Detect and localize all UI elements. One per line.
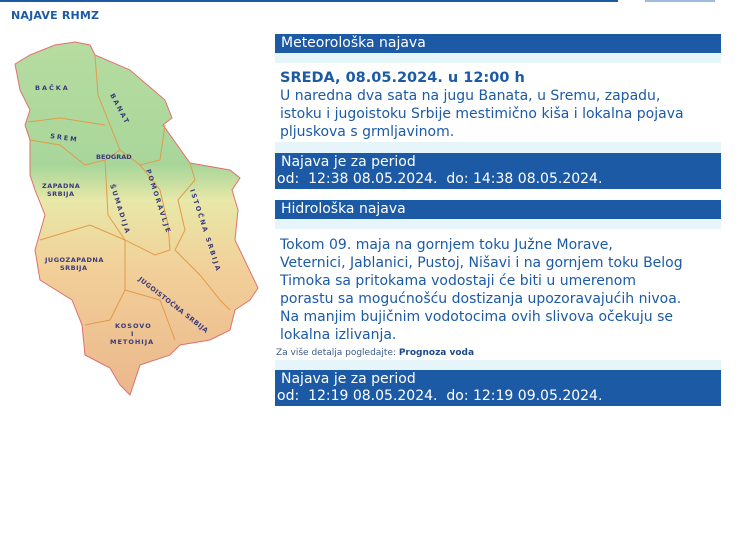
region-metohija[interactable]: METOHIJA <box>110 338 154 346</box>
top-right-element <box>645 0 715 2</box>
region-borders <box>27 54 231 341</box>
meteo-date: SREDA, 08.05.2024. u 12:00 h <box>280 70 525 86</box>
divider-strip <box>275 219 721 229</box>
map-outline <box>14 41 259 396</box>
meteo-line: U naredna dva sata na jugu Banata, u Sre… <box>280 88 661 104</box>
hydro-line: Na manjim bujičnim vodotocima ovih slivo… <box>280 309 674 325</box>
meteo-line: pljuskova s grmljavinom. <box>280 124 455 140</box>
prognoza-voda-link[interactable]: Prognoza voda <box>398 348 475 358</box>
region-jugozapadna-srbija-1[interactable]: JUGOZAPADNA <box>44 256 104 264</box>
hydro-line: Timoka sa pritokama vodostaji će biti u … <box>280 273 636 289</box>
meteo-text: U naredna dva sata na jugu Banata, u Sre… <box>275 87 721 141</box>
hydro-line: lokalna izlivanja. <box>280 327 397 343</box>
hydro-line: porastu sa mogućnošću dostizanja upozora… <box>280 291 682 307</box>
region-kosovo[interactable]: KOSOVO <box>115 322 152 330</box>
top-rule <box>0 0 618 2</box>
hydro-section: Hidrološka najava Tokom 09. maja na gorn… <box>275 200 721 406</box>
more-details-label: Za više detalja pogledajte: <box>276 348 396 358</box>
meteo-header: Meteorološka najava <box>275 34 721 53</box>
hydro-period: Najava je za period od: 12:19 08.05.2024… <box>275 370 721 406</box>
more-details: Za više detalja pogledajte: Prognoza vod… <box>275 347 721 359</box>
period-range: od: 12:19 08.05.2024. do: 12:19 09.05.20… <box>277 388 603 404</box>
divider-strip <box>275 142 721 153</box>
hydro-header: Hidrološka najava <box>275 200 721 219</box>
hydro-line: Veternici, Jablanici, Pustoj, Nišavi i n… <box>280 255 683 271</box>
region-backa[interactable]: BAČKA <box>35 83 70 92</box>
hydro-text: Tokom 09. maja na gornjem toku Južne Mor… <box>275 236 721 344</box>
region-zapadna-srbija-2[interactable]: SRBIJA <box>47 190 75 198</box>
meteo-line: istoku i jugoistoku Srbije mestimično ki… <box>280 106 684 122</box>
divider-strip <box>275 360 721 370</box>
page-title: NAJAVE RHMZ <box>11 9 100 22</box>
hydro-line: Tokom 09. maja na gornjem toku Južne Mor… <box>280 237 613 253</box>
divider-strip <box>275 53 721 63</box>
region-srem[interactable]: SREM <box>50 132 79 144</box>
meteo-period: Najava je za period od: 12:38 08.05.2024… <box>275 153 721 189</box>
period-range: od: 12:38 08.05.2024. do: 14:38 08.05.20… <box>277 171 603 187</box>
period-label: Najava je za period <box>281 154 416 170</box>
period-label: Najava je za period <box>281 371 416 387</box>
region-zapadna-srbija-1[interactable]: ZAPADNA <box>42 182 80 190</box>
serbia-region-map[interactable]: BAČKA BANAT SREM BEOGRAD ZAPADNA SRBIJA … <box>8 38 268 398</box>
region-kosovo-i[interactable]: I <box>131 330 135 338</box>
region-jugozapadna-srbija-2[interactable]: SRBIJA <box>60 264 88 272</box>
meteo-section: Meteorološka najava SREDA, 08.05.2024. u… <box>275 34 721 189</box>
region-beograd[interactable]: BEOGRAD <box>96 153 132 161</box>
